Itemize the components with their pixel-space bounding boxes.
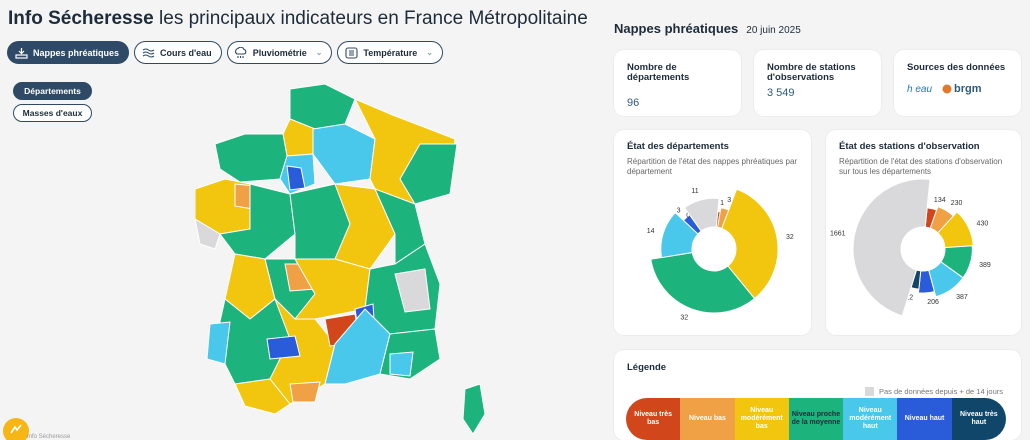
stations-pie-chart: 1342304303893872061121661 [830,178,991,317]
chart-card-departements: État des départements Répartition de l'é… [614,130,811,335]
page-title-brand: Info Sécheresse [8,8,154,29]
pie-data-label: 230 [951,200,963,207]
pie-slice[interactable] [852,178,931,317]
info-secheresse-logo [3,418,29,440]
pie-data-label: 3 [727,197,731,204]
map-region-alsace[interactable] [399,143,458,205]
map-region-corse[interactable] [462,383,486,435]
map-region-north[interactable] [289,84,356,130]
pie-slice[interactable] [928,261,964,298]
hubeau-logo[interactable]: h eau [907,83,933,95]
logo-text: Info Sécheresse [27,434,71,440]
map-region-var[interactable] [389,351,414,377]
panel-heading: Nappes phréatiques [614,21,739,36]
brgm-globe-icon [942,84,952,94]
legend-item: Niveau modérément bas [734,398,789,440]
indicator-tabs: Nappes phréatiques Cours d'eau Pluviomét… [7,41,443,64]
chart-title: État des stations d'observation [839,141,980,152]
stat-value: 3 549 [767,87,795,99]
stat-label: Nombre de stations d'observations [767,62,856,83]
legend-item: Niveau bas [680,398,735,440]
chart-title: État des départements [627,141,729,152]
brgm-label: brgm [954,83,982,95]
map-region-essonne[interactable] [286,165,306,191]
map-region-ariege[interactable] [289,381,321,403]
tab-nappes-phreatiques[interactable]: Nappes phréatiques [7,41,130,64]
sources-label: Sources des données [907,62,1006,73]
subtab-masses-d-eaux[interactable]: Masses d'eaux [13,104,92,122]
pie-data-label: 430 [977,220,989,227]
map-region-normandie[interactable] [214,133,288,183]
sources-card: Sources des données h eau brgm [894,50,1021,116]
map-region-auvergne[interactable] [293,258,371,320]
legend-title: Légende [627,362,667,373]
chart-subtitle: Répartition de l'état des stations d'obs… [839,157,1003,176]
pie-data-label: 14 [647,228,655,235]
pie-data-label: 1661 [830,230,846,237]
tab-pluviometrie[interactable]: Pluviométrie ⌄ [226,41,333,64]
stat-card-departements: Nombre de départements 96 [614,50,741,116]
pie-data-label: 206 [927,299,939,306]
stat-card-stations: Nombre de stations d'observations 3 549 [754,50,881,116]
pie-slice[interactable] [650,251,756,314]
pie-data-label: 1 [720,200,724,207]
stat-label: Nombre de départements [627,62,690,83]
panel-title: Nappes phréatiques 20 juin 2025 [614,21,801,36]
pie-slice[interactable] [721,188,779,300]
pie-data-label: 134 [934,197,946,204]
legend-item: Niveau modérément haut [843,398,898,440]
tab-cours-d-eau[interactable]: Cours d'eau [134,41,222,64]
pie-data-label: 11 [691,188,698,195]
chart-card-stations: État des stations d'observation Répartit… [826,130,1021,335]
legend-item: Niveau très haut [951,398,1006,440]
brgm-logo[interactable]: brgm [942,83,982,95]
pie-slice[interactable] [683,197,720,232]
map-region-pyrenees[interactable] [234,378,291,415]
tab-temperature[interactable]: Température ⌄ [337,41,443,64]
page-title-subtitle: les principaux indicateurs en France Mét… [159,8,588,29]
pie-data-label: 3 [677,208,681,215]
thermometer-icon [344,46,358,60]
legend-item: Niveau très bas [626,398,681,440]
france-map[interactable] [195,84,495,440]
chart-subtitle: Répartition de l'état des nappes phréati… [627,157,798,176]
rain-icon [234,46,248,60]
map-region-gironde-blue[interactable] [206,321,231,365]
no-data-swatch [864,387,874,396]
tab-label: Nappes phréatiques [33,47,120,58]
tab-label: Température [363,47,418,58]
map-region-grey-east[interactable] [394,268,431,313]
pie-data-label: 0 [686,213,690,220]
river-icon [141,46,155,60]
pie-slice[interactable] [937,211,974,249]
map-region-paris-east[interactable] [312,123,376,185]
map-region-grey-west[interactable] [195,218,221,250]
pie-data-label: 387 [956,294,968,301]
legend-color-scale: Niveau très bas Niveau bas Niveau modéréme… [626,398,1006,440]
pie-slice[interactable] [660,211,699,259]
map-granularity-toggle: Départements Masses d'eaux [13,82,92,122]
legend-item: Niveau proche de la moyenne [788,398,844,440]
pie-data-label: 32 [680,314,688,321]
map-region-tarn[interactable] [266,335,301,360]
stat-value: 96 [627,97,640,109]
pie-data-label: 32 [786,234,794,241]
panel-date: 20 juin 2025 [746,25,801,36]
subtab-departements[interactable]: Départements [13,82,92,100]
no-data-legend: Pas de données depuis + de 14 jours [864,387,1003,396]
chevron-down-icon: ⌄ [315,48,323,57]
pie-data-label: 389 [979,262,991,269]
groundwater-icon [14,46,28,60]
tab-label: Cours d'eau [160,47,212,58]
legend-item: Niveau haut [897,398,952,440]
tab-label: Pluviométrie [252,47,307,58]
no-data-label: Pas de données depuis + de 14 jours [878,387,1003,396]
page-title: Info Sécheresse les principaux indicateu… [8,8,588,30]
chevron-down-icon: ⌄ [426,48,433,57]
